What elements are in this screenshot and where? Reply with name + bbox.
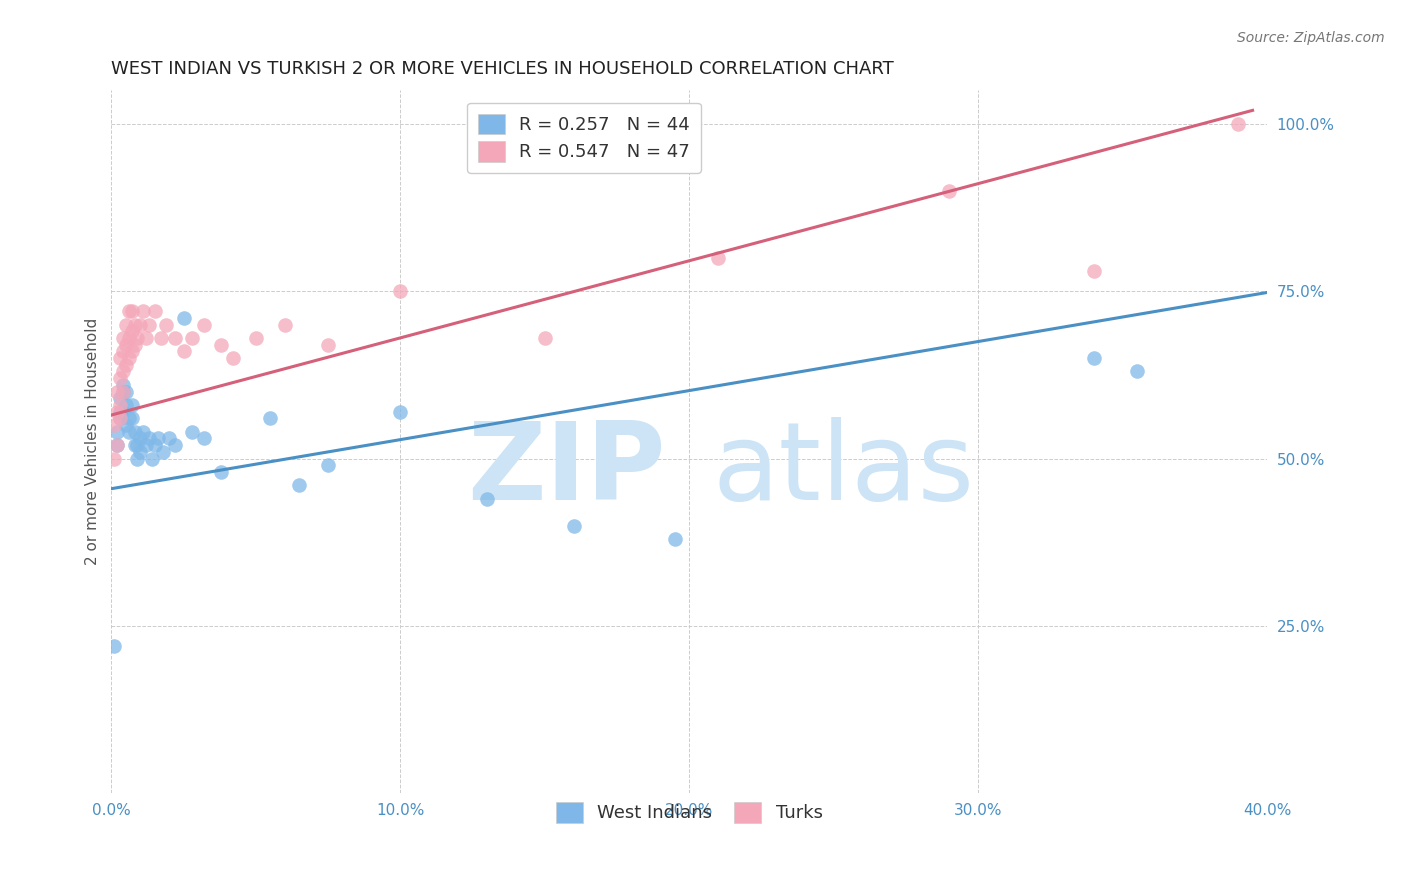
Point (111, 405, 134, 419)
Point (389, 405, 412, 419)
Point (111, 384, 134, 399)
Point (157, 432, 180, 446)
Point (132, 304, 155, 318)
Point (163, 438, 186, 452)
Point (118, 411, 141, 425)
Point (108, 411, 131, 425)
Point (163, 331, 186, 345)
Point (132, 425, 155, 439)
Point (143, 438, 166, 452)
Point (115, 384, 138, 399)
Point (288, 478, 311, 492)
Point (115, 337, 138, 351)
Point (103, 418, 125, 433)
Point (115, 358, 138, 372)
Point (193, 432, 215, 446)
Point (105, 425, 128, 439)
Point (105, 438, 128, 452)
Point (562, 518, 585, 533)
Text: WEST INDIAN VS TURKISH 2 OR MORE VEHICLES IN HOUSEHOLD CORRELATION CHART: WEST INDIAN VS TURKISH 2 OR MORE VEHICLE… (111, 60, 894, 78)
Point (193, 318, 215, 332)
Point (181, 331, 204, 345)
Point (1227, 117, 1250, 131)
Point (173, 310, 195, 325)
Text: Source: ZipAtlas.com: Source: ZipAtlas.com (1237, 31, 1385, 45)
Point (121, 304, 143, 318)
Point (143, 304, 166, 318)
Point (138, 318, 160, 332)
Point (108, 351, 131, 365)
Point (115, 418, 138, 433)
Point (108, 371, 131, 385)
Point (124, 425, 146, 439)
Point (155, 318, 177, 332)
Point (124, 337, 146, 351)
Point (149, 331, 172, 345)
Point (316, 337, 339, 351)
Point (152, 445, 174, 459)
Point (118, 351, 141, 365)
Point (1126, 364, 1149, 378)
Point (121, 344, 143, 359)
Y-axis label: 2 or more Vehicles in Household: 2 or more Vehicles in Household (86, 318, 100, 566)
Point (111, 377, 134, 392)
Point (135, 331, 157, 345)
Point (707, 251, 730, 265)
Point (118, 331, 141, 345)
Point (129, 445, 152, 459)
Point (111, 344, 134, 359)
Point (111, 364, 134, 378)
Point (127, 451, 149, 466)
Point (121, 324, 143, 338)
Point (209, 465, 232, 479)
Point (222, 351, 245, 365)
Point (121, 398, 143, 412)
Point (316, 458, 339, 473)
Point (274, 318, 297, 332)
Point (105, 405, 128, 419)
Point (146, 432, 169, 446)
Point (245, 331, 267, 345)
Point (118, 425, 141, 439)
Point (108, 411, 131, 425)
Point (135, 438, 157, 452)
Point (115, 398, 138, 412)
Point (533, 331, 555, 345)
Point (111, 384, 134, 399)
Point (103, 451, 125, 466)
Point (664, 532, 686, 546)
Point (129, 318, 152, 332)
Point (259, 411, 281, 425)
Text: ZIP: ZIP (468, 417, 666, 523)
Point (124, 318, 146, 332)
Point (105, 384, 128, 399)
Point (173, 344, 195, 359)
Point (124, 438, 146, 452)
Point (108, 398, 131, 412)
Point (181, 425, 204, 439)
Point (209, 337, 232, 351)
Point (103, 639, 125, 653)
Point (115, 318, 138, 332)
Point (121, 411, 143, 425)
Legend: West Indians, Turks: West Indians, Turks (546, 791, 834, 833)
Point (127, 331, 149, 345)
Point (127, 438, 149, 452)
Point (108, 392, 131, 406)
Point (105, 438, 128, 452)
Point (938, 184, 960, 198)
Text: atlas: atlas (713, 417, 974, 523)
Point (129, 432, 152, 446)
Point (108, 405, 131, 419)
Point (1083, 264, 1105, 278)
Point (1083, 351, 1105, 365)
Point (141, 451, 163, 466)
Point (389, 284, 412, 298)
Point (111, 331, 134, 345)
Point (475, 491, 498, 506)
Point (138, 432, 160, 446)
Point (118, 304, 141, 318)
